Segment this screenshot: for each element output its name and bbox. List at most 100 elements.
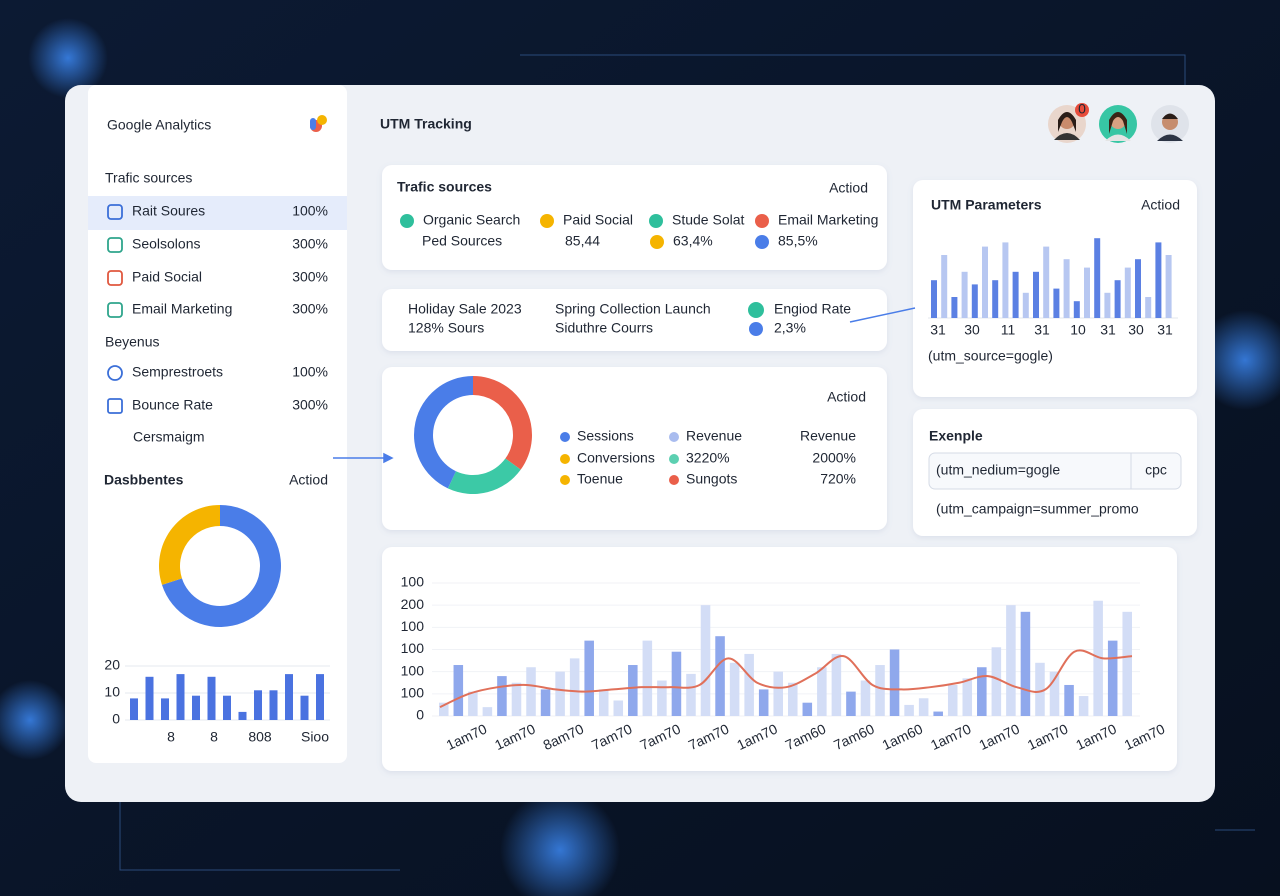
bar — [931, 280, 937, 318]
nav-label[interactable]: Semprestroets — [132, 364, 223, 380]
bar — [1093, 600, 1103, 716]
bar — [1122, 611, 1132, 716]
bar — [1135, 259, 1141, 318]
bar — [889, 649, 900, 716]
brand-icon — [310, 115, 327, 132]
x-tick-label: 31 — [930, 322, 946, 338]
nav-label[interactable]: Bounce Rate — [132, 397, 213, 413]
campaign-detail: Siduthre Courrs — [555, 320, 653, 336]
utm-example: (utm_source=gogle) — [928, 348, 1053, 364]
bar — [758, 689, 769, 716]
bar — [1049, 671, 1060, 716]
bar — [642, 640, 653, 716]
bar — [671, 651, 682, 716]
bar — [526, 667, 536, 716]
nav-icon — [107, 398, 123, 414]
bar — [176, 674, 185, 720]
nav-icon — [107, 365, 123, 381]
connectors — [333, 307, 916, 464]
nav-label[interactable]: Rait Soures — [132, 203, 205, 219]
bar — [933, 711, 943, 716]
donut-segment — [473, 376, 532, 470]
bar — [1043, 246, 1050, 318]
bar — [223, 695, 231, 720]
bar — [598, 689, 609, 716]
bar — [904, 704, 914, 716]
card-action[interactable]: Actiod — [829, 180, 868, 196]
bar — [951, 297, 958, 318]
avatars[interactable] — [1048, 103, 1189, 143]
nav-label[interactable]: Email Marketing — [132, 301, 232, 317]
bar — [947, 684, 958, 716]
glow — [1195, 310, 1280, 410]
circuit-line — [119, 54, 1255, 871]
bar — [316, 674, 324, 720]
bar — [207, 676, 216, 720]
x-tick-label: 30 — [964, 322, 980, 338]
legend-dot — [669, 432, 679, 442]
y-tick-label: 200 — [401, 596, 425, 612]
bar — [961, 271, 968, 318]
nav-icon — [107, 270, 123, 286]
stat-text: Ped Sources — [422, 233, 502, 249]
card-title: Dasbbentes — [104, 472, 184, 488]
legend-dot — [669, 454, 679, 464]
trend-line — [439, 649, 1133, 709]
bar — [1165, 255, 1172, 318]
bar — [1033, 271, 1039, 318]
card-action[interactable]: Actiod — [827, 389, 866, 405]
stat-text: 85,44 — [565, 233, 600, 249]
x-tick-label: Sioo — [301, 729, 329, 745]
card-title: Trafic sources — [397, 179, 492, 195]
bar — [918, 698, 929, 716]
nav-label[interactable]: Cersmaigm — [133, 429, 205, 445]
bar — [992, 280, 999, 318]
bar — [439, 702, 449, 716]
brand: Google Analytics — [107, 117, 211, 133]
legend-label: Toenue — [577, 471, 623, 487]
bar — [1155, 242, 1162, 318]
bar — [941, 255, 948, 318]
legend-label: Revenue — [686, 428, 742, 444]
bar — [453, 665, 464, 716]
bar — [254, 690, 262, 720]
nav-icon — [107, 302, 123, 318]
y-tick-label: 20 — [104, 657, 120, 673]
notification-badge: 0 — [1078, 101, 1086, 117]
y-tick-label: 0 — [416, 707, 424, 723]
y-tick-label: 100 — [401, 685, 425, 701]
legend-dot — [649, 214, 663, 228]
text-input[interactable] — [928, 452, 1182, 490]
bar — [991, 647, 1002, 716]
bar — [729, 662, 740, 716]
bar — [962, 678, 973, 716]
section-heading: Beyenus — [105, 334, 159, 350]
y-tick-label: 100 — [401, 574, 425, 590]
input-text[interactable]: (utm_nedium=gogle — [936, 462, 1060, 478]
card-action[interactable]: Actiod — [1141, 197, 1180, 213]
bar — [569, 658, 580, 716]
legend-label: Sessions — [577, 428, 634, 444]
card-action[interactable]: Actiod — [289, 472, 328, 488]
nav-label[interactable]: Paid Social — [132, 269, 202, 285]
bar — [744, 653, 754, 716]
legend-dot — [560, 432, 570, 442]
bar — [497, 676, 507, 716]
legend-dot — [560, 475, 570, 485]
x-tick-label: 8 — [167, 729, 175, 745]
legend-label: Sungots — [686, 471, 737, 487]
bar — [555, 671, 565, 716]
nav-label[interactable]: Seolsolons — [132, 236, 201, 252]
nav-value: 300% — [292, 301, 328, 317]
x-tick-label: 31 — [1157, 322, 1173, 338]
x-tick-label: 808 — [248, 729, 272, 745]
bar — [482, 707, 493, 716]
bar — [773, 671, 783, 716]
campaign-name: Holiday Sale 2023 — [408, 301, 522, 317]
bar — [1006, 605, 1016, 716]
bar — [971, 284, 978, 318]
legend-dot — [560, 454, 570, 464]
bar — [300, 695, 309, 720]
x-tick-label: 10 — [1070, 322, 1086, 338]
